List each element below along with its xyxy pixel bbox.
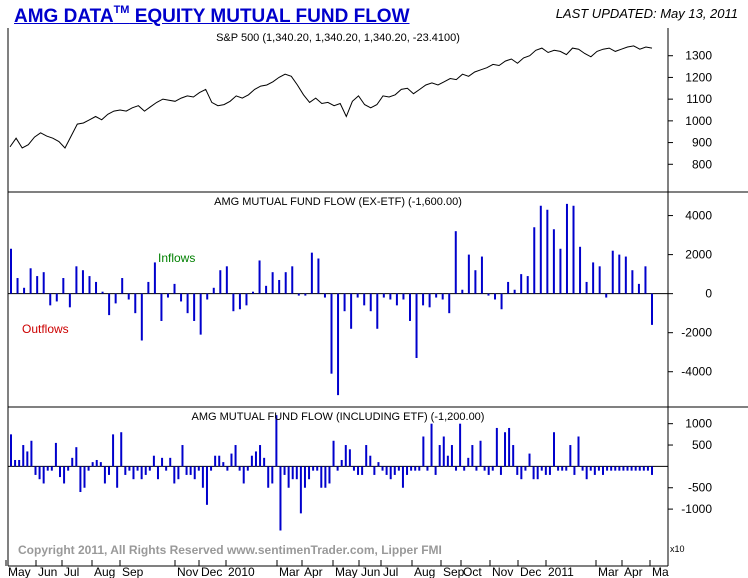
y-tick-label: -4000 xyxy=(681,365,712,379)
panel-title: AMG MUTUAL FUND FLOW (INCLUDING ETF) (-1… xyxy=(192,411,485,423)
x-tick-label: Aug xyxy=(414,565,435,578)
y-tick-label: -1000 xyxy=(681,502,712,516)
y-tick-label: 500 xyxy=(692,438,712,452)
y-tick-label: -2000 xyxy=(681,326,712,340)
copyright-text: Copyright 2011, All Rights Reserved www.… xyxy=(18,543,442,557)
panel-title: AMG MUTUAL FUND FLOW (EX-ETF) (-1,600.00… xyxy=(214,196,462,208)
x-tick-label: Jun xyxy=(38,565,57,578)
panel-title: S&P 500 (1,340.20, 1,340.20, 1,340.20, -… xyxy=(216,32,460,44)
x-tick-label: Oct xyxy=(463,565,482,578)
flow-ex-etf-panel: -4000 -2000 0 2000 4000 AMG MUTUAL FUND FLOW … xyxy=(8,196,712,396)
inflows-annotation: Inflows xyxy=(158,251,195,265)
title-part2: EQUITY MUTUAL FUND FLOW xyxy=(129,6,410,27)
x-tick-label: Dec xyxy=(520,565,541,578)
y-tick-label: 4000 xyxy=(685,209,712,223)
y-tick-label: 1100 xyxy=(686,92,712,106)
x-tick-label: Apr xyxy=(304,565,323,578)
x-tick-label: Aug xyxy=(94,565,115,578)
y-tick-label: 1000 xyxy=(685,417,712,431)
title-trademark: TM xyxy=(113,4,130,16)
sp500-line xyxy=(9,45,653,149)
flow-incl-etf-panel: -1000 -500 500 1000 AMG MUTUAL FUND FLOW (IN… xyxy=(8,411,712,531)
panel-frames xyxy=(7,28,748,567)
x-tick-label: May xyxy=(335,565,358,578)
x-tick-label: Dec xyxy=(201,565,222,578)
x-tick-label: Jun xyxy=(361,565,380,578)
x-tick-label: Jul xyxy=(383,565,398,578)
x-tick-label: Mar xyxy=(598,565,619,578)
x-tick-label: Jul xyxy=(64,565,79,578)
outflows-annotation: Outflows xyxy=(22,322,69,336)
last-updated: LAST UPDATED: May 13, 2011 xyxy=(555,6,738,21)
title-part1: AMG DATA xyxy=(14,6,114,27)
x-tick-label: Nov xyxy=(492,565,513,578)
x-tick-label: 2010 xyxy=(228,565,255,578)
x-tick-label: 2011 xyxy=(548,565,574,578)
x-axis: May Jun Jul Aug Sep Nov Dec 2010 Mar Apr May Jun Jul… xyxy=(5,560,669,578)
y-tick-label: 900 xyxy=(692,136,712,150)
x-tick-label: May xyxy=(8,565,31,578)
y-tick-label: 2000 xyxy=(685,248,712,262)
x-tick-label: Sep xyxy=(443,565,465,578)
x-tick-label: Apr xyxy=(624,565,643,578)
y-tick-label: 800 xyxy=(692,157,712,171)
chart-title: AMG DATATM EQUITY MUTUAL FUND FLOW xyxy=(14,4,410,28)
x-tick-label: Nov xyxy=(177,565,198,578)
y-tick-label: 1300 xyxy=(685,49,712,63)
y-tick-label: -500 xyxy=(688,481,712,495)
x-tick-label: Ma xyxy=(652,565,669,578)
y-tick-label: 1000 xyxy=(685,114,712,128)
x-tick-label: Sep xyxy=(122,565,144,578)
y-tick-label: 1200 xyxy=(685,70,712,84)
sp500-panel: 800 900 1000 1100 1200 1300 S&P 500 (1,340.20,… xyxy=(9,32,712,171)
x-tick-label: Mar xyxy=(279,565,300,578)
x-scale-note: x10 xyxy=(670,544,685,554)
y-tick-label: 0 xyxy=(705,287,712,301)
